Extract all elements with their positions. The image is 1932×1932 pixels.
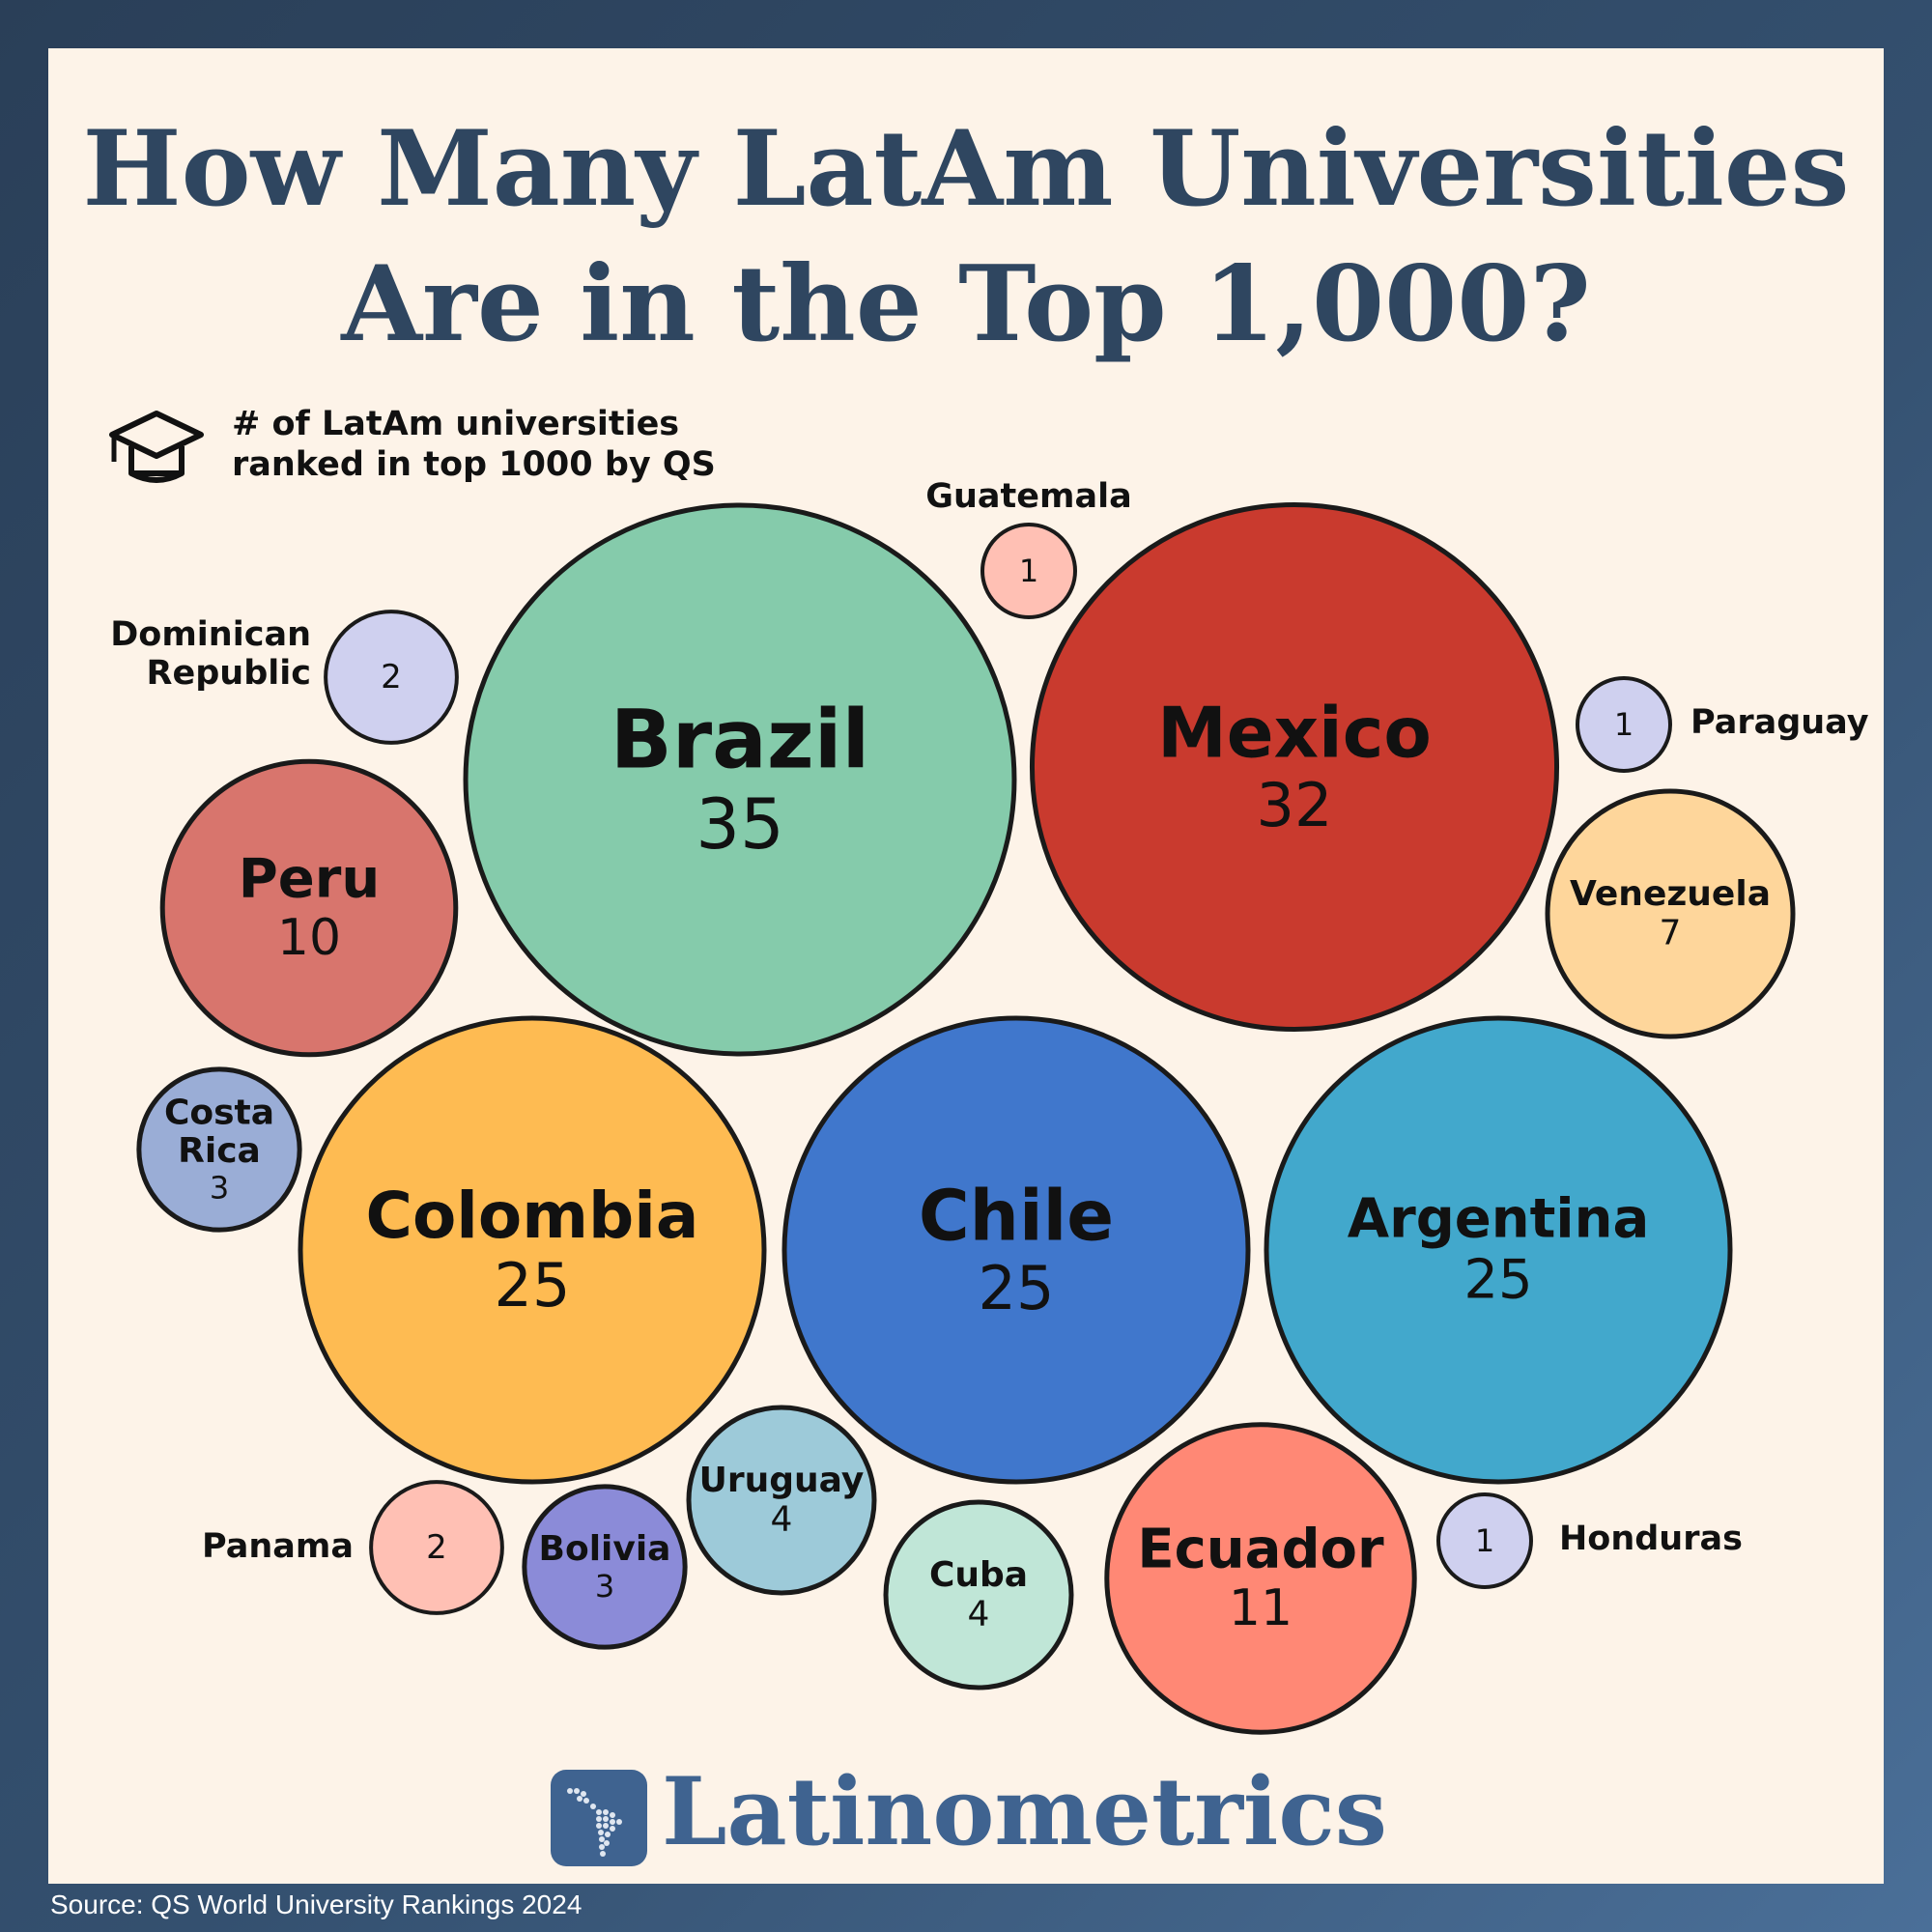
bubble-label-bolivia: Bolivia (539, 1529, 671, 1569)
bubble-dominican-republic (324, 610, 459, 745)
bubble-label-costa-rica-2: Rica (178, 1131, 261, 1171)
bubble-argentina (1264, 1015, 1733, 1485)
bubble-value-argentina: 25 (1463, 1248, 1532, 1311)
bubble-value-panama: 2 (426, 1528, 447, 1567)
bubble-ecuador (1104, 1422, 1417, 1735)
bubble-mexico (1029, 501, 1560, 1033)
bubble-chile (781, 1015, 1251, 1485)
bubble-value-guatemala: 1 (1019, 553, 1038, 589)
bubble-paraguay (1576, 676, 1672, 773)
legend-line-2: ranked in top 1000 by QS (232, 445, 716, 484)
bubble-label-dominican-republic-1: Dominican (110, 615, 311, 654)
source-note: Source: QS World University Rankings 202… (50, 1889, 582, 1919)
bubble-brazil (463, 502, 1017, 1057)
bubble-guatemala (980, 523, 1077, 619)
brand: Latinometrics (551, 1757, 1517, 1884)
bubble-uruguay (686, 1405, 877, 1596)
bubble-value-cuba: 4 (968, 1594, 990, 1634)
bubble-label-uruguay: Uruguay (699, 1461, 865, 1500)
bubble-label-mexico: Mexico (1157, 692, 1432, 773)
bubble-costa-rica (136, 1066, 302, 1233)
bubble-label-brazil: Brazil (611, 693, 870, 787)
bubble-value-dominican-republic: 2 (381, 658, 402, 696)
bubble-label-ecuador: Ecuador (1137, 1519, 1384, 1581)
bubble-label-argentina: Argentina (1348, 1187, 1650, 1250)
bubble-label-cuba: Cuba (929, 1555, 1028, 1595)
bubble-colombia (298, 1015, 767, 1485)
bubble-label-colombia: Colombia (366, 1179, 699, 1253)
legend-text: # of LatAm universities ranked in top 10… (232, 404, 716, 485)
chart-title: How Many LatAm Universities Are in the T… (0, 101, 1932, 372)
latam-map-icon (551, 1770, 647, 1866)
title-line-2: Are in the Top 1,000? (341, 243, 1591, 365)
bubble-honduras (1436, 1492, 1533, 1589)
bubble-label-paraguay: Paraguay (1690, 703, 1869, 742)
bubble-label-venezuela: Venezuela (1570, 874, 1771, 914)
bubble-value-chile: 25 (979, 1253, 1055, 1323)
bubble-label-honduras: Honduras (1559, 1520, 1743, 1558)
bubble-panama (369, 1480, 504, 1615)
bubble-bolivia (522, 1484, 688, 1650)
bubble-value-paraguay: 1 (1614, 706, 1634, 743)
bubble-value-venezuela: 7 (1660, 913, 1682, 952)
bubble-cuba (883, 1499, 1074, 1690)
bubble-value-uruguay: 4 (771, 1499, 793, 1539)
bubble-value-peru: 10 (277, 909, 341, 967)
bubble-label-chile: Chile (919, 1175, 1114, 1256)
bubble-value-costa-rica: 3 (210, 1170, 229, 1207)
bubble-value-ecuador: 11 (1229, 1579, 1293, 1637)
bubble-label-guatemala: Guatemala (925, 477, 1131, 516)
bubble-value-honduras: 1 (1475, 1522, 1494, 1559)
brand-name: Latinometrics (662, 1757, 1387, 1866)
bubble-value-bolivia: 3 (595, 1568, 614, 1605)
bubble-label-dominican-republic-2: Republic (147, 654, 311, 693)
legend-line-1: # of LatAm universities (232, 405, 680, 443)
title-line-1: How Many LatAm Universities (82, 108, 1850, 230)
bubble-value-colombia: 25 (495, 1250, 571, 1321)
graduation-cap-icon (109, 411, 204, 483)
bubble-label-panama: Panama (202, 1527, 354, 1566)
bubble-peru (159, 758, 459, 1058)
bubble-value-brazil: 35 (696, 783, 784, 865)
bubble-value-mexico: 32 (1257, 770, 1333, 840)
bubble-label-costa-rica-1: Costa (164, 1093, 274, 1132)
bubble-venezuela (1545, 788, 1796, 1039)
bubble-label-peru: Peru (239, 848, 381, 911)
